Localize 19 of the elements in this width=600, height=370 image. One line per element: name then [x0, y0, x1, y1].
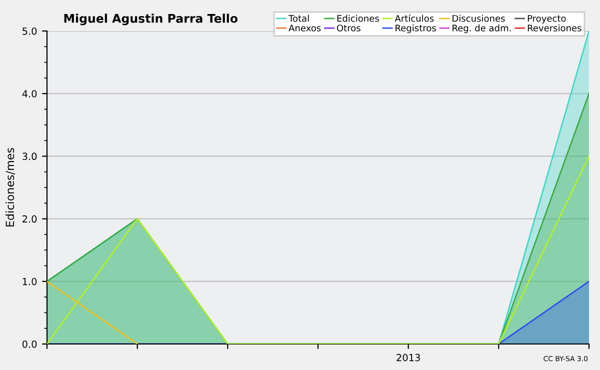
x-tick-label: 2013 — [396, 354, 420, 362]
legend-label: Registros — [396, 24, 436, 34]
y-tick-label: 5.0 — [22, 27, 37, 35]
legend-label: Ediciones — [337, 14, 379, 22]
legend-label: Proyecto — [528, 15, 566, 24]
legend-label: Reg. de adm. — [452, 24, 511, 34]
y-tick-label: 0.0 — [22, 340, 37, 348]
y-tick-label: 1.0 — [22, 278, 37, 286]
legend-label: Total — [288, 14, 309, 22]
legend-label: Discusiones — [452, 14, 505, 22]
legend-label: Artículos — [394, 14, 434, 22]
legend-label: Anexos — [288, 24, 321, 32]
legend-label: Reversiones — [528, 24, 582, 32]
chart-title: Miguel Agustin Parra Tello — [64, 14, 238, 26]
y-tick-label: 2.0 — [22, 215, 37, 223]
legend-label: Otros — [336, 24, 360, 32]
y-axis-title: Ediciones/mes — [6, 148, 15, 226]
y-tick-label: 3.0 — [22, 152, 37, 160]
y-tick-label: 4.0 — [22, 90, 37, 98]
